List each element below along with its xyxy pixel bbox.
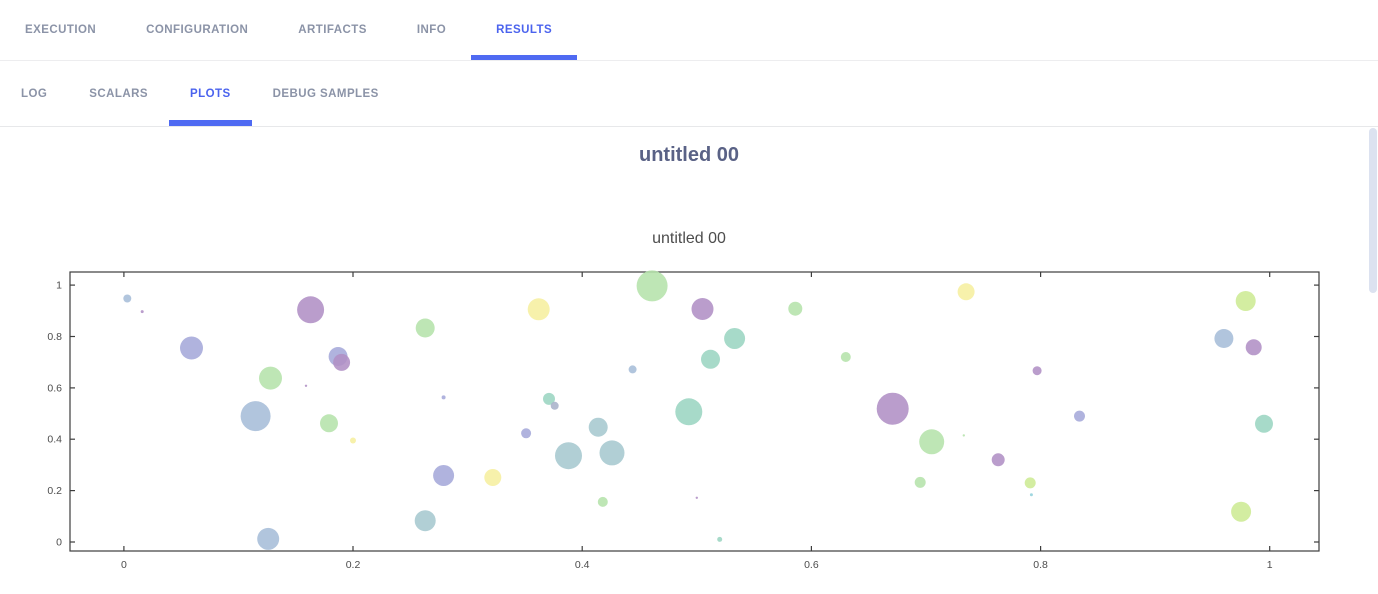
bubble-point[interactable]: [543, 392, 555, 405]
bubble-point[interactable]: [691, 298, 714, 320]
bubble-point[interactable]: [717, 536, 723, 542]
bubble-point[interactable]: [527, 298, 550, 321]
bubble-point[interactable]: [1255, 414, 1273, 433]
bubble-point[interactable]: [433, 465, 455, 486]
tab-artifacts[interactable]: ARTIFACTS: [298, 24, 367, 36]
primary-tab-bar: EXECUTION CONFIGURATION ARTIFACTS INFO R…: [0, 0, 1378, 61]
bubble-point[interactable]: [1235, 291, 1256, 311]
bubble-point[interactable]: [919, 429, 945, 455]
tab-plots[interactable]: PLOTS: [169, 61, 252, 126]
tab-log[interactable]: LOG: [21, 87, 48, 100]
bubble-point[interactable]: [695, 496, 698, 499]
bubble-point[interactable]: [555, 442, 582, 470]
bubble-point[interactable]: [636, 270, 668, 302]
bubble-point[interactable]: [788, 301, 803, 316]
bubble-point[interactable]: [259, 366, 282, 390]
x-tick-label: 0.2: [346, 559, 361, 571]
results-subtab-bar: LOG SCALARS PLOTS DEBUG SAMPLES: [0, 61, 1378, 127]
y-tick-label: 0.8: [47, 331, 62, 343]
bubble-point[interactable]: [240, 401, 271, 432]
tab-configuration[interactable]: CONFIGURATION: [146, 24, 249, 36]
bubble-point[interactable]: [1032, 366, 1042, 376]
bubble-point[interactable]: [140, 310, 144, 314]
tab-info[interactable]: INFO: [416, 24, 447, 36]
bubble-point[interactable]: [599, 440, 625, 466]
bubble-point[interactable]: [957, 283, 975, 301]
bubble-point[interactable]: [876, 392, 909, 425]
tab-scalars[interactable]: SCALARS: [89, 87, 149, 100]
x-tick-label: 0.6: [804, 559, 819, 571]
bubble-point[interactable]: [628, 365, 637, 374]
chart-title: untitled 00: [652, 230, 726, 247]
x-tick-label: 0.4: [575, 559, 590, 571]
tab-debug-samples[interactable]: DEBUG SAMPLES: [272, 87, 379, 100]
bubble-point[interactable]: [521, 428, 532, 439]
bubble-point[interactable]: [414, 510, 436, 532]
bubble-point[interactable]: [415, 318, 435, 338]
y-tick-label: 0.2: [47, 485, 62, 497]
bubble-point[interactable]: [257, 527, 280, 550]
bubble-point[interactable]: [180, 336, 203, 360]
bubble-point[interactable]: [701, 349, 720, 369]
plots-content: untitled 00 untitled 00 0 0.2 0.4 0.6 0.8 1 0 0…: [0, 144, 1378, 580]
tab-execution[interactable]: EXECUTION: [25, 24, 97, 36]
plot-frame: [69, 271, 1320, 552]
bubble-point[interactable]: [1074, 410, 1085, 422]
y-tick-label: 1: [56, 280, 62, 292]
bubble-point[interactable]: [962, 434, 965, 437]
scrollbar-thumb[interactable]: [1369, 128, 1377, 293]
tab-results[interactable]: RESULTS: [471, 0, 577, 60]
bubble-point[interactable]: [123, 294, 132, 303]
bubble-point[interactable]: [550, 401, 559, 410]
bubble-point[interactable]: [304, 384, 308, 387]
x-tick-label: 0.8: [1033, 559, 1048, 571]
bubble-point[interactable]: [1024, 477, 1036, 489]
bubble-point[interactable]: [350, 437, 356, 444]
bubble-point[interactable]: [991, 453, 1005, 467]
bubble-point[interactable]: [724, 328, 746, 349]
x-tick-label: 0: [121, 559, 127, 571]
bubble-point[interactable]: [484, 469, 502, 486]
bubble-point[interactable]: [588, 417, 608, 437]
bubble-point[interactable]: [914, 476, 926, 488]
bubble-point[interactable]: [675, 398, 703, 426]
bubble-point[interactable]: [1231, 501, 1252, 522]
bubble-point[interactable]: [597, 496, 608, 507]
plot-group-title: untitled 00: [638, 144, 739, 166]
bubble-point[interactable]: [1214, 329, 1234, 348]
bubble-point[interactable]: [297, 296, 325, 324]
x-tick-label: 1: [1267, 559, 1273, 571]
bubble-point[interactable]: [333, 353, 351, 371]
bubble-point[interactable]: [320, 414, 338, 433]
bubble-point[interactable]: [1245, 339, 1262, 356]
y-tick-label: 0: [56, 537, 62, 549]
bubble-point[interactable]: [1029, 493, 1033, 497]
y-tick-label: 0.6: [47, 382, 62, 394]
bubble-point[interactable]: [840, 352, 851, 362]
bubble-chart[interactable]: 0 0.2 0.4 0.6 0.8 1 0 0.2 0.4 0.6 0.8 1: [40, 262, 1340, 580]
y-tick-label: 0.4: [47, 434, 62, 446]
bubble-point[interactable]: [441, 395, 446, 400]
